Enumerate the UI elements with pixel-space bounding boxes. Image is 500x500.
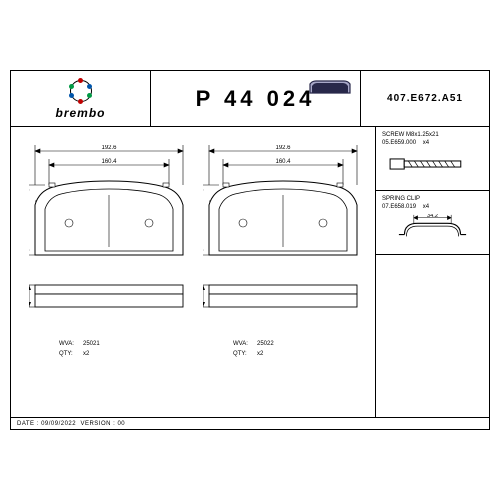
svg-text:WVA:: WVA: (233, 341, 248, 347)
pad-drawing-2: 192.6 160.4 72.1 46.5 (203, 145, 363, 377)
drawing-area: 192.6 160.4 72.1 46.5 (11, 127, 375, 417)
header: brembo P 44 024 407.E672.A51 (11, 71, 489, 127)
wva-label: WVA: (59, 341, 74, 347)
brembo-logo-icon (68, 78, 94, 104)
dim-width-outer: 192.6 (275, 145, 291, 151)
pad-side-view (29, 285, 183, 307)
clip-code: 07.E658.019 (382, 204, 416, 210)
spring-clip-icon: 34.2 (382, 214, 483, 242)
logo-cell: brembo (11, 71, 151, 126)
dim-width-inner: 160.4 (275, 159, 291, 165)
dim-width-inner: 160.4 (101, 159, 117, 165)
part-number-cell: P 44 024 (151, 71, 361, 126)
dim-thickness: 18.5 (29, 290, 31, 302)
reference-code-cell: 407.E672.A51 (361, 71, 489, 126)
dim-thickness: 18.5 (203, 290, 205, 302)
clip-label: SPRING CLIP (382, 195, 483, 203)
screw-row: SCREW M8x1.25x21 05.E659.000 x4 (376, 127, 489, 191)
pad-front-view (35, 181, 183, 255)
footer: DATE : 09/09/2022 VERSION : 00 (11, 417, 489, 429)
qty-label: QTY: (59, 351, 73, 357)
version-label: VERSION : (80, 421, 115, 427)
clip-dimension: 34.2 (427, 214, 438, 219)
version-value: 00 (117, 421, 125, 427)
spring-clip-row: SPRING CLIP 07.E658.019 x4 34.2 (376, 191, 489, 255)
date-label: DATE : (17, 421, 39, 427)
svg-text:QTY:: QTY: (233, 351, 247, 357)
screw-code: 05.E659.000 (382, 140, 416, 146)
accessories-panel: SCREW M8x1.25x21 05.E659.000 x4 (375, 127, 489, 417)
drawing-sheet: brembo P 44 024 407.E672.A51 (10, 70, 490, 430)
body: 192.6 160.4 72.1 46.5 (11, 127, 489, 417)
reference-code: 407.E672.A51 (387, 93, 463, 104)
screw-label: SCREW M8x1.25x21 (382, 131, 483, 139)
brand-name: brembo (55, 106, 105, 120)
pad-mini-icon (308, 79, 352, 95)
screw-qty: x4 (423, 140, 429, 146)
wva-value: 25021 (83, 341, 100, 347)
date-value: 09/09/2022 (41, 421, 76, 427)
screw-icon (382, 150, 483, 178)
qty-value: x2 (83, 351, 90, 357)
part-number: P 44 024 (196, 86, 316, 112)
dim-width-outer: 192.6 (101, 145, 117, 151)
pad-drawing-1: 192.6 160.4 72.1 46.5 (29, 145, 189, 377)
clip-qty: x4 (423, 204, 429, 210)
qty-value: x2 (257, 351, 264, 357)
wva-value: 25022 (257, 341, 274, 347)
